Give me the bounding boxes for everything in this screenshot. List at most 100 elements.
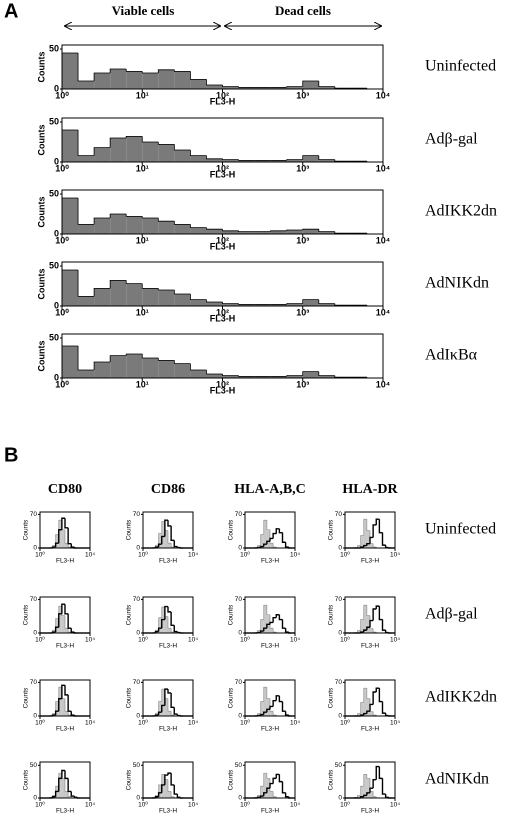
histogram-step bbox=[260, 619, 264, 631]
histogram-bar bbox=[94, 73, 111, 89]
histogram-step bbox=[260, 701, 264, 714]
histogram-bar bbox=[78, 155, 95, 162]
y-tick-label: 70 bbox=[133, 679, 141, 686]
histogram-step bbox=[206, 79, 223, 86]
x-tick-label: 10⁰ bbox=[35, 801, 45, 809]
histogram-bar bbox=[174, 363, 191, 378]
x-tick-label: 10⁰ bbox=[138, 719, 148, 727]
x-axis-label: FL3-H bbox=[361, 726, 379, 733]
histogram-bar bbox=[263, 605, 267, 633]
histogram-step bbox=[157, 711, 162, 716]
histogram-bar bbox=[62, 270, 79, 306]
histogram-bar bbox=[266, 698, 270, 716]
x-tick-label: 10⁴ bbox=[376, 90, 390, 100]
histogram-step bbox=[372, 543, 377, 548]
histogram-step bbox=[190, 71, 207, 80]
histogram-step bbox=[67, 711, 72, 716]
plot-frame bbox=[142, 761, 194, 799]
histogram-bar bbox=[190, 79, 207, 89]
histogram-step bbox=[334, 231, 351, 234]
histogram-step bbox=[263, 711, 267, 715]
histogram-step bbox=[378, 766, 383, 780]
y-tick-label: 50 bbox=[30, 762, 38, 769]
histogram-step bbox=[167, 520, 172, 527]
histogram-step bbox=[109, 213, 127, 218]
histogram-step bbox=[284, 628, 289, 633]
histogram-bar bbox=[58, 520, 62, 548]
histogram-step bbox=[286, 229, 303, 231]
histogram-bar bbox=[318, 375, 335, 378]
histogram-step bbox=[259, 630, 264, 633]
histogram-bar bbox=[270, 160, 287, 162]
histogram-step bbox=[167, 772, 172, 776]
y-axis-label: Counts bbox=[36, 269, 46, 300]
histogram-step bbox=[260, 785, 264, 796]
histogram-bar bbox=[65, 791, 69, 798]
x-axis-label: FL3-H bbox=[159, 726, 177, 733]
x-tick-label: 10⁴ bbox=[290, 720, 300, 727]
histogram-bar bbox=[260, 786, 264, 798]
histogram-bar bbox=[94, 362, 111, 378]
histogram-step bbox=[375, 687, 380, 692]
histogram-step bbox=[167, 779, 172, 792]
histogram-bar bbox=[366, 530, 370, 548]
x-tick-label: 10⁴ bbox=[85, 802, 95, 809]
histogram-bar bbox=[222, 303, 239, 306]
histogram-step bbox=[55, 701, 59, 714]
histogram-step bbox=[109, 355, 127, 362]
x-axis-label: FL3-H bbox=[361, 808, 379, 815]
region-label: Dead cells bbox=[275, 3, 331, 18]
histogram-step bbox=[278, 774, 283, 783]
histogram-step bbox=[70, 628, 75, 633]
histogram-step bbox=[286, 303, 303, 305]
histogram-step bbox=[173, 707, 178, 715]
y-tick-label: 70 bbox=[30, 511, 38, 518]
y-tick-label: 70 bbox=[235, 596, 243, 603]
histogram-bar bbox=[58, 687, 62, 716]
y-tick-label: 50 bbox=[335, 762, 343, 769]
histogram-step bbox=[161, 704, 165, 713]
histogram-step bbox=[284, 542, 289, 548]
histogram-bar bbox=[206, 85, 223, 89]
y-axis-label: Counts bbox=[126, 687, 133, 708]
histogram-step bbox=[125, 136, 143, 138]
histogram-bar bbox=[286, 375, 303, 378]
histogram-step bbox=[77, 346, 95, 371]
y-tick-label: 70 bbox=[235, 511, 243, 518]
histogram-bar bbox=[61, 698, 65, 716]
y-axis-label: Counts bbox=[228, 687, 235, 708]
x-tick-label: 10⁰ bbox=[55, 90, 69, 100]
x-axis-label: FL3-H bbox=[159, 808, 177, 815]
histogram-step bbox=[357, 713, 361, 716]
plot-frame bbox=[39, 679, 91, 717]
x-axis-label: FL3-H bbox=[56, 808, 74, 815]
histogram-step bbox=[263, 792, 267, 797]
histogram-step bbox=[158, 784, 162, 796]
histogram-step bbox=[363, 518, 367, 536]
histogram-bar bbox=[370, 543, 374, 548]
histogram-bar bbox=[363, 605, 367, 633]
histogram-step bbox=[222, 374, 239, 376]
histogram-step bbox=[157, 627, 162, 632]
histogram-bar bbox=[370, 628, 374, 633]
y-tick-label: 0 bbox=[136, 630, 140, 637]
x-tick-label: 10⁴ bbox=[85, 552, 95, 559]
histogram-bar bbox=[222, 86, 239, 89]
x-axis-label: FL3-H bbox=[361, 558, 379, 565]
histogram-bar bbox=[238, 87, 255, 89]
histogram-step bbox=[384, 794, 389, 799]
histogram-step bbox=[55, 534, 59, 546]
plot-frame bbox=[344, 511, 396, 549]
histogram-step bbox=[67, 778, 72, 793]
histogram-bar bbox=[55, 701, 59, 716]
column-header: CD86 bbox=[151, 482, 185, 497]
histogram-step bbox=[366, 542, 370, 546]
histogram-bar bbox=[142, 288, 159, 306]
histogram-bar bbox=[263, 687, 267, 716]
histogram-bar bbox=[126, 354, 143, 378]
y-tick-label: 50 bbox=[49, 332, 59, 342]
histogram-step bbox=[67, 527, 72, 545]
histogram-bar bbox=[206, 302, 223, 306]
plot-frame bbox=[244, 511, 296, 549]
y-tick-label: 0 bbox=[54, 156, 59, 166]
